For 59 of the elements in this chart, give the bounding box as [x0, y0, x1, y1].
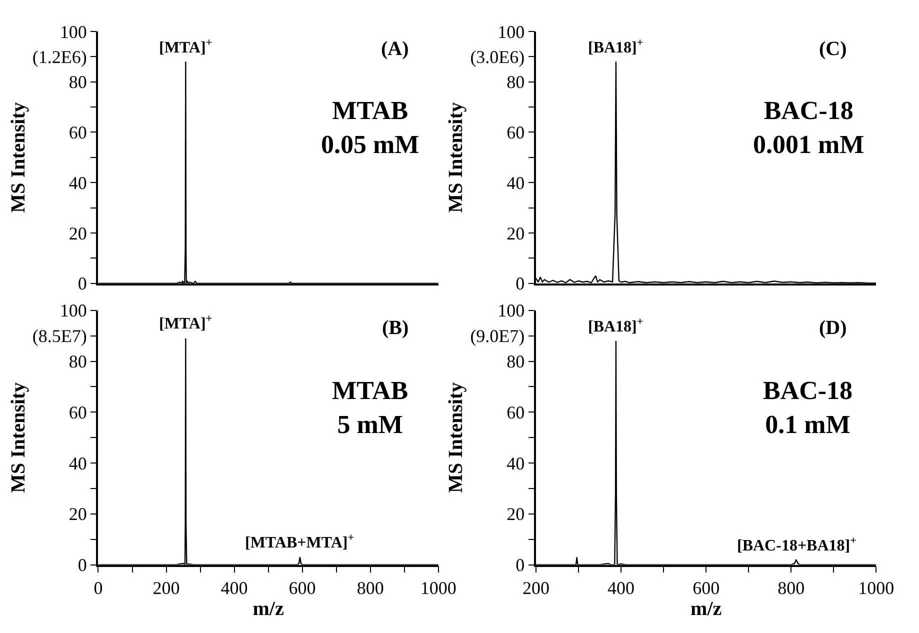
y-tick-label: 40: [68, 453, 87, 474]
annotation: [BA18]$^{+}$: [588, 37, 644, 57]
y-tick-label: 100: [498, 300, 525, 321]
annotation: [MTA]$^{+}$: [159, 37, 212, 57]
annotation: MTAB 0.05 mM: [321, 96, 420, 159]
y-tick-label: 0: [78, 555, 87, 576]
x-tick-label: 800: [778, 578, 805, 598]
y-axis-title: MS Intensity: [445, 102, 468, 213]
x-axis-title: m/z: [690, 598, 722, 620]
y-tick-label: 60: [506, 122, 525, 143]
y-tick-label: 40: [506, 453, 525, 474]
y-tick-label: 20: [506, 223, 525, 244]
annotation: (C): [819, 38, 847, 60]
annotation: [MTAB+MTA]$^{+}$: [245, 532, 354, 552]
annotation: BAC-18 0.001 mM: [753, 96, 864, 159]
x-axis-title: m/z: [252, 598, 284, 620]
y-tick-label: (8.5E7): [32, 326, 87, 346]
annotation: (B): [382, 317, 409, 339]
y-tick-label: 40: [68, 172, 87, 193]
x-tick-label: 600: [692, 578, 720, 598]
x-tick-label: 800: [356, 578, 384, 598]
y-tick-label: (9.0E7): [470, 326, 525, 346]
y-tick-label: 80: [68, 352, 87, 372]
x-tick-label: 400: [608, 578, 635, 598]
x-tick-label: 400: [220, 578, 248, 598]
y-tick-label: 60: [68, 402, 87, 422]
y-tick-label: (1.2E6): [32, 46, 87, 67]
y-tick-label: 0: [516, 274, 525, 294]
annotation: [BA18]$^{+}$: [588, 316, 644, 336]
y-tick-label: 100: [60, 300, 87, 321]
x-tick-label: 1000: [420, 578, 456, 598]
y-tick-label: 100: [498, 22, 525, 42]
y-axis-title: MS Intensity: [7, 102, 30, 213]
y-axis-title: MS Intensity: [445, 382, 468, 493]
annotation: [MTA]$^{+}$: [159, 313, 212, 333]
annotation: BAC-18 0.1 mM: [763, 376, 853, 439]
y-tick-label: 60: [68, 122, 87, 143]
y-tick-label: 20: [68, 504, 87, 524]
y-tick-label: 80: [506, 352, 525, 372]
x-tick-label: 0: [94, 578, 103, 598]
x-tick-label: 1000: [858, 578, 894, 598]
y-tick-label: 40: [506, 172, 525, 193]
y-tick-label: 80: [506, 72, 525, 92]
y-tick-label: 20: [506, 504, 525, 524]
annotation: [BAC-18+BA18]$^{+}$: [737, 535, 856, 555]
x-tick-label: 600: [288, 578, 316, 598]
y-tick-label: 20: [68, 223, 87, 244]
y-tick-label: (3.0E6): [470, 46, 525, 67]
annotation: MTAB 5 mM: [332, 376, 408, 439]
annotation: (A): [381, 38, 409, 60]
annotation: (D): [819, 317, 847, 339]
y-tick-label: 0: [78, 274, 87, 294]
x-tick-label: 200: [152, 578, 180, 598]
y-axis-title: MS Intensity: [7, 382, 30, 493]
x-tick-label: 200: [522, 578, 550, 598]
y-tick-label: 0: [516, 555, 525, 576]
y-tick-label: 100: [60, 22, 87, 42]
y-tick-label: 60: [506, 402, 525, 422]
y-tick-label: 80: [68, 72, 87, 92]
